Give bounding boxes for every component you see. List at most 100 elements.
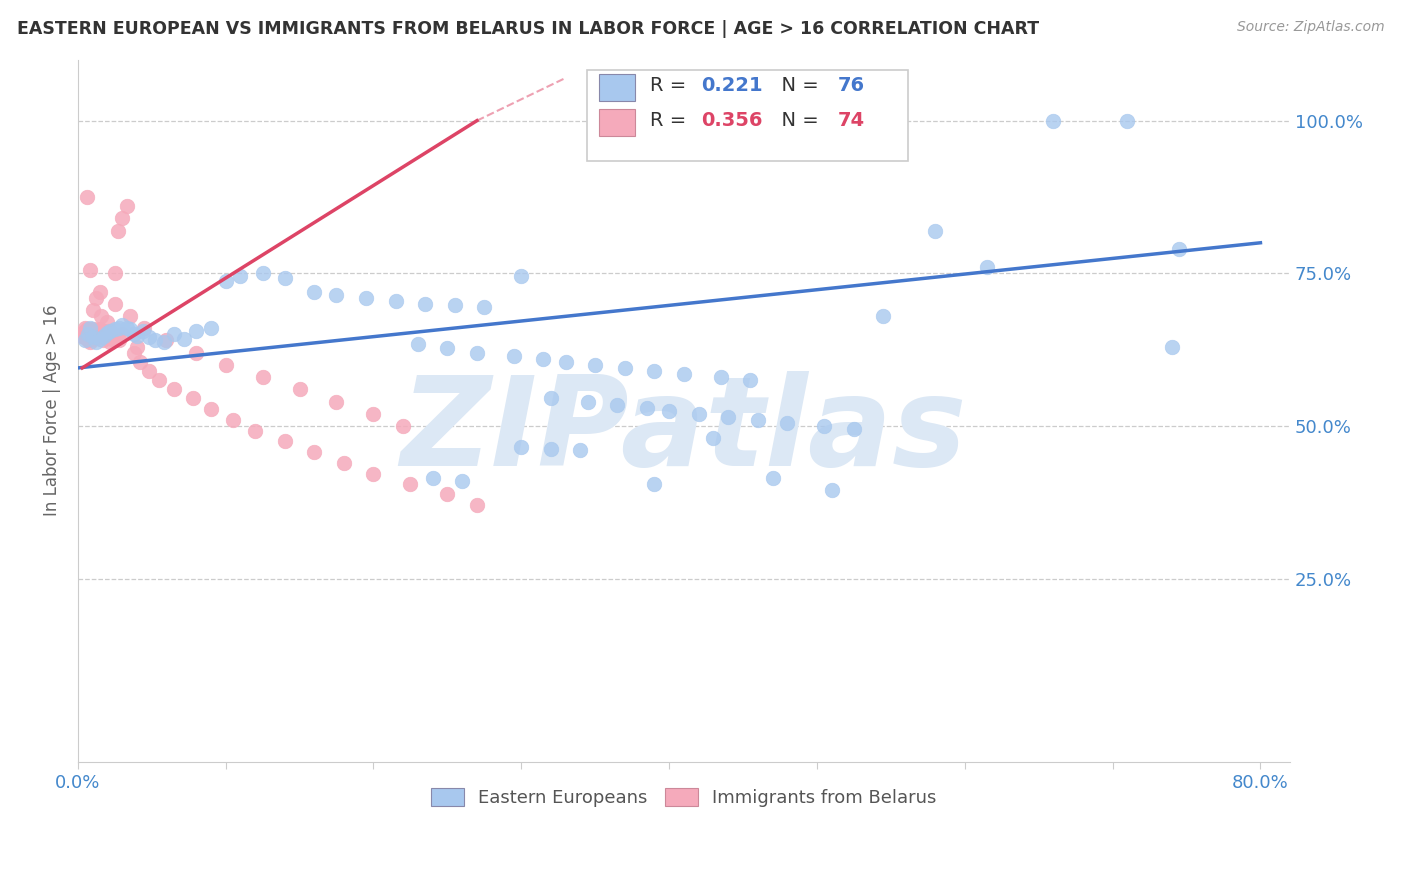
Point: [125, 340, 148, 354]
Point: [80, 322, 103, 336]
Point: [96, 315, 118, 329]
Point: [80, 328, 103, 343]
Point: [472, 300, 495, 314]
Point: [554, 355, 576, 369]
Text: R =: R =: [650, 76, 693, 95]
Point: [96, 326, 118, 340]
Point: [1116, 113, 1139, 128]
Point: [252, 370, 274, 384]
Point: [138, 330, 160, 344]
Text: N =: N =: [769, 76, 825, 95]
Point: [76, 190, 98, 204]
Point: [325, 394, 347, 409]
Point: [69, 327, 91, 342]
Point: [96, 326, 118, 340]
Point: [148, 373, 170, 387]
Point: [83, 330, 105, 344]
Point: [747, 413, 769, 427]
Point: [392, 419, 415, 434]
Bar: [599, 110, 636, 136]
Point: [104, 322, 127, 336]
Point: [406, 336, 429, 351]
Point: [422, 471, 444, 485]
Point: [762, 471, 785, 485]
Point: [75, 334, 97, 348]
Point: [451, 474, 474, 488]
Point: [717, 409, 740, 424]
Text: N =: N =: [769, 112, 825, 130]
Point: [643, 364, 665, 378]
Point: [465, 499, 488, 513]
Point: [200, 321, 222, 335]
Point: [173, 332, 195, 346]
Point: [181, 392, 204, 406]
Point: [1160, 340, 1182, 354]
Point: [93, 324, 115, 338]
Point: [77, 327, 100, 342]
Point: [924, 223, 946, 237]
Point: [90, 330, 112, 344]
Point: [89, 322, 111, 336]
Point: [87, 327, 110, 342]
Point: [111, 318, 134, 333]
Point: [274, 271, 297, 285]
Point: [89, 332, 111, 346]
Point: [872, 309, 894, 323]
Point: [1042, 113, 1064, 128]
Point: [89, 285, 111, 299]
Legend: Eastern Europeans, Immigrants from Belarus: Eastern Europeans, Immigrants from Belar…: [422, 779, 946, 816]
Bar: [599, 74, 636, 101]
Point: [510, 440, 533, 454]
Point: [73, 330, 96, 344]
Point: [76, 322, 98, 336]
Point: [436, 487, 458, 501]
Point: [163, 327, 186, 342]
Point: [533, 351, 555, 366]
Point: [465, 345, 488, 359]
Point: [569, 443, 592, 458]
Point: [79, 327, 101, 342]
Point: [842, 422, 865, 436]
Point: [82, 326, 104, 340]
Point: [77, 334, 100, 348]
Point: [229, 269, 252, 284]
Point: [79, 334, 101, 349]
Point: [740, 373, 762, 387]
Point: [243, 424, 266, 438]
Point: [540, 442, 562, 457]
Point: [304, 285, 326, 299]
Point: [613, 360, 636, 375]
Point: [658, 403, 681, 417]
Point: [83, 322, 105, 336]
Point: [108, 334, 131, 348]
Point: [214, 358, 236, 372]
Point: [710, 370, 733, 384]
Text: R =: R =: [650, 112, 693, 130]
Point: [82, 332, 104, 346]
Point: [70, 328, 93, 343]
Point: [643, 477, 665, 491]
Point: [107, 223, 129, 237]
Point: [184, 324, 207, 338]
Point: [122, 327, 145, 342]
Point: [122, 345, 145, 359]
Point: [84, 291, 107, 305]
Point: [399, 477, 422, 491]
Point: [214, 274, 236, 288]
Point: [134, 321, 156, 335]
Point: [104, 266, 127, 280]
Point: [688, 407, 710, 421]
Point: [75, 324, 97, 338]
Point: [325, 287, 347, 301]
Point: [82, 302, 104, 317]
Point: [91, 334, 114, 348]
Point: [111, 327, 134, 342]
Point: [82, 330, 104, 344]
Point: [77, 332, 100, 346]
Point: [540, 392, 562, 406]
Point: [222, 413, 245, 427]
Point: [93, 328, 115, 343]
Text: EASTERN EUROPEAN VS IMMIGRANTS FROM BELARUS IN LABOR FORCE | AGE > 16 CORRELATIO: EASTERN EUROPEAN VS IMMIGRANTS FROM BELA…: [17, 20, 1039, 37]
Point: [152, 334, 174, 349]
Point: [79, 321, 101, 335]
